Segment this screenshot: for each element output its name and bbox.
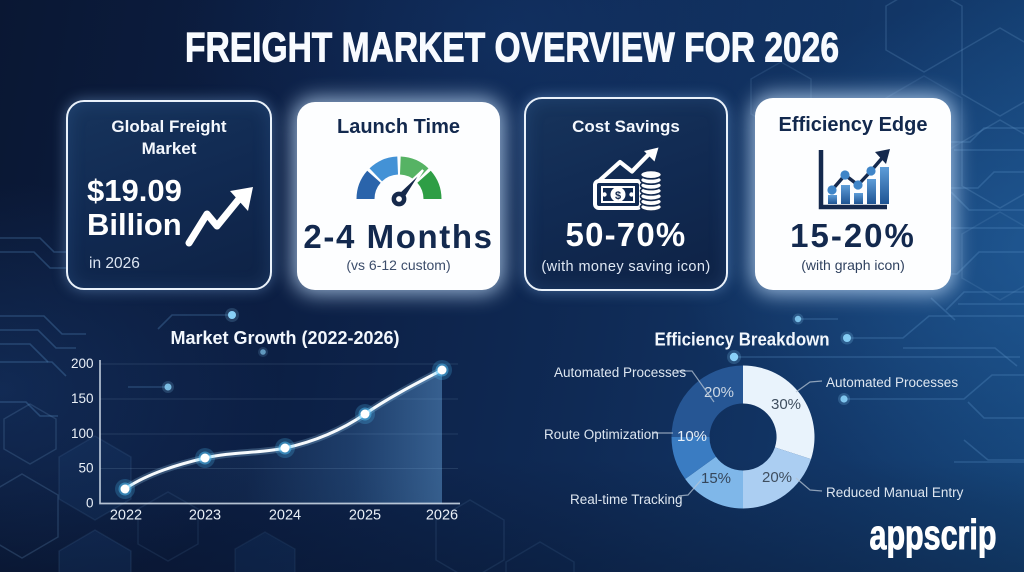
svg-text:100: 100 <box>71 426 94 441</box>
svg-text:150: 150 <box>71 391 94 406</box>
svg-text:20%: 20% <box>762 469 792 486</box>
svg-text:10%: 10% <box>677 428 707 445</box>
svg-text:$: $ <box>615 190 621 202</box>
svg-text:2022: 2022 <box>110 508 142 524</box>
svg-text:Efficiency Breakdown: Efficiency Breakdown <box>655 330 830 350</box>
svg-text:2025: 2025 <box>349 508 381 524</box>
svg-text:0: 0 <box>86 496 94 511</box>
svg-text:appscrip: appscrip <box>870 511 997 558</box>
svg-text:2023: 2023 <box>189 508 221 524</box>
svg-text:50: 50 <box>78 461 93 476</box>
svg-text:FREIGHT MARKET OVERVIEW FOR 20: FREIGHT MARKET OVERVIEW FOR 2026 <box>185 24 839 71</box>
svg-text:2026: 2026 <box>426 508 458 524</box>
svg-text:30%: 30% <box>771 396 801 413</box>
svg-text:15%: 15% <box>701 470 731 487</box>
svg-text:20%: 20% <box>704 384 734 401</box>
svg-text:2024: 2024 <box>269 508 301 524</box>
svg-text:200: 200 <box>71 356 94 371</box>
